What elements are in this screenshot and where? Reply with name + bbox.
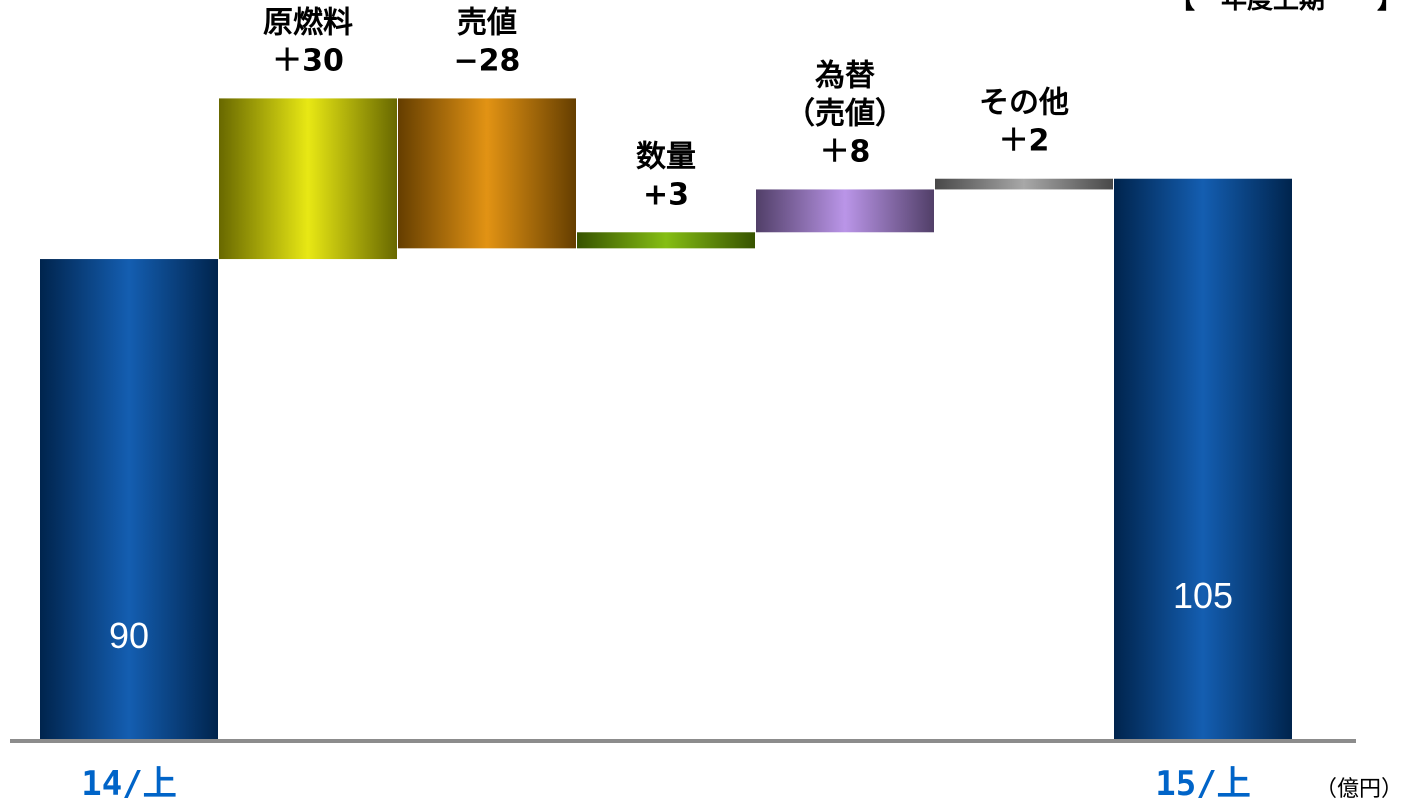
delta-bar xyxy=(756,189,934,233)
delta-value-label: ＋30 xyxy=(272,43,344,78)
delta-bar xyxy=(398,98,576,249)
delta-name-label: 数量 xyxy=(636,139,696,174)
delta-name-label: 為替（売値） xyxy=(785,58,905,131)
delta-value-label: ＋8 xyxy=(820,134,871,169)
delta-value-label: +3 xyxy=(643,177,689,212)
category-label: 15/上 xyxy=(1155,764,1250,804)
unit-label: （億円） xyxy=(1315,777,1403,802)
total-value-label: 105 xyxy=(1173,575,1233,616)
total-bar xyxy=(1114,178,1292,742)
total-bar xyxy=(40,259,218,741)
delta-bar xyxy=(577,232,755,249)
delta-name-label: 原燃料 xyxy=(263,5,353,40)
delta-bar xyxy=(935,178,1113,190)
category-label: 14/上 xyxy=(81,764,176,804)
delta-name-label: 売値 xyxy=(457,5,517,40)
delta-value-label: −28 xyxy=(454,43,521,78)
delta-name-label: その他 xyxy=(979,86,1069,121)
total-value-label: 90 xyxy=(109,615,149,656)
delta-value-label: ＋2 xyxy=(999,124,1050,159)
delta-bar xyxy=(219,98,397,260)
header-fragment: 【 年度上期 】 xyxy=(1169,0,1403,15)
